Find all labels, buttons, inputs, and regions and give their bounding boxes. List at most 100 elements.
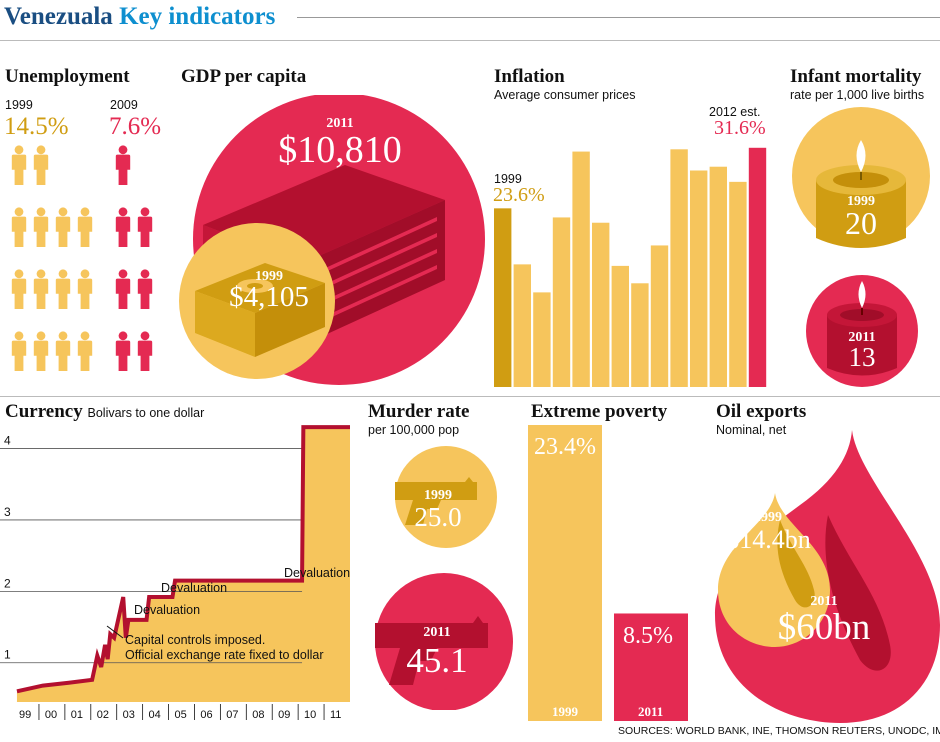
inflation-bar-2002 — [552, 217, 571, 387]
currency-xtick-00: 00 — [45, 709, 57, 721]
murder-heading: Murder rate — [368, 401, 470, 422]
currency-ytick-1: 1 — [4, 648, 11, 662]
inflation-bar-2008 — [670, 149, 688, 387]
currency-annotation-capital-controls: Capital controls imposed. — [125, 633, 266, 647]
unemployment-value-1999: 14.5% — [4, 113, 69, 140]
poverty-year-1999: 1999 — [552, 704, 578, 719]
inflation-chart — [494, 147, 767, 387]
currency-subheading: Bolivars to one dollar — [87, 406, 205, 420]
inflation-bar-2006 — [631, 283, 649, 387]
inflation-bar-2003 — [572, 151, 590, 387]
oil-year-1999: 1999 — [754, 510, 782, 525]
currency-ytick-3: 3 — [4, 505, 11, 519]
currency-xtick-11: 11 — [330, 709, 341, 721]
gdp-value-1999: $4,105 — [229, 281, 309, 313]
pistol-1999-icon — [395, 477, 477, 525]
inflation-bar-1999 — [494, 208, 512, 387]
currency-xtick-07: 07 — [226, 709, 238, 721]
poverty-value-1999: 23.4% — [534, 434, 596, 460]
oil-subheading: Nominal, net — [716, 423, 787, 437]
person-icon-gold-9 — [55, 269, 71, 309]
infant-value-1999: 20 — [845, 205, 877, 241]
currency-xtick-09: 09 — [278, 709, 290, 721]
candle-1999-icon — [816, 140, 906, 248]
unemployment-year-2009: 2009 — [110, 98, 138, 112]
inflation-subheading: Average consumer prices — [494, 88, 636, 102]
currency-xtick-02: 02 — [97, 709, 109, 721]
inflation-bar-2009 — [690, 170, 708, 387]
mid-rule — [0, 396, 940, 397]
person-icon-gold-10 — [77, 269, 93, 309]
inflation-bar-2000 — [513, 264, 531, 387]
unemployment-year-1999: 1999 — [5, 98, 33, 112]
oil-heading: Oil exports — [716, 401, 807, 422]
oil-drop-1999-shine-icon — [777, 520, 815, 608]
person-icon-gold-6 — [77, 207, 93, 247]
currency-ytick-2: 2 — [4, 576, 11, 590]
infant-heading: Infant mortality — [790, 66, 922, 87]
person-icon-red-6 — [115, 331, 131, 371]
poverty-heading: Extreme poverty — [531, 401, 668, 422]
infant-year-2011: 2011 — [848, 330, 876, 345]
oil-year-2011: 2011 — [810, 594, 838, 609]
infant-year-1999: 1999 — [847, 194, 875, 209]
unemployment-heading: Unemployment — [5, 66, 130, 87]
currency-xtick-06: 06 — [200, 709, 212, 721]
person-icon-red-4 — [115, 269, 131, 309]
inflation-bar-2005 — [611, 265, 629, 387]
murder-subheading: per 100,000 pop — [368, 423, 460, 437]
murder-year-1999: 1999 — [424, 488, 452, 503]
person-icon-gold-7 — [11, 269, 27, 309]
oil-drops — [715, 430, 940, 723]
candle-2011-icon — [827, 281, 897, 376]
inflation-label-2012-year: 2012 est. — [709, 105, 761, 119]
currency-annotation-devaluation-2004: Devaluation — [161, 581, 228, 595]
poverty-bar-1999 — [528, 425, 602, 721]
murder-value-1999: 25.0 — [414, 502, 462, 532]
person-icon-gold-13 — [55, 331, 71, 371]
inflation-bar-2007 — [650, 245, 669, 387]
currency-xtick-04: 04 — [149, 709, 161, 721]
person-icon-gold-4 — [33, 207, 49, 247]
unemployment-value-2009: 7.6% — [109, 113, 162, 140]
infant-circles — [792, 107, 930, 387]
person-icon-gold-2 — [55, 145, 63, 185]
page-title: Venezuala Key indicators — [4, 3, 275, 31]
gdp-circles — [179, 95, 485, 385]
currency-annotation-devaluation-2003: Devaluation — [134, 603, 201, 617]
sources-note: SOURCES: WORLD BANK, INE, THOMSON REUTER… — [618, 725, 940, 737]
inflation-label-1999-value: 23.6% — [493, 184, 545, 206]
poverty-bar-2011 — [614, 613, 688, 721]
currency-line — [16, 425, 350, 694]
pistol-2011-icon — [375, 616, 488, 685]
person-icon-gold-12 — [33, 331, 49, 371]
currency-chart: 1 2 3 4 99 00 01 02 03 04 05 06 07 08 09 10 11 — [0, 425, 350, 721]
poverty-value-2011: 8.5% — [623, 623, 673, 649]
oil-drop-1999 — [718, 493, 830, 647]
person-icon-gold-3 — [11, 207, 27, 247]
poverty-year-2011: 2011 — [638, 704, 664, 719]
currency-heading: Currency Bolivars to one dollar — [5, 401, 204, 423]
person-icon-gold-11 — [11, 331, 27, 371]
currency-ytick-4: 4 — [4, 434, 11, 448]
currency-xtick-01: 01 — [71, 709, 83, 721]
currency-xtick-08: 08 — [252, 709, 264, 721]
murder-year-2011: 2011 — [423, 625, 451, 640]
oil-value-2011: $60bn — [777, 607, 871, 648]
inflation-label-1999-year: 1999 — [494, 172, 522, 186]
currency-xtick-05: 05 — [174, 709, 186, 721]
currency-area — [16, 427, 350, 702]
person-icon-gold-14 — [77, 331, 93, 371]
top-rule — [0, 40, 940, 41]
infant-value-2011: 13 — [848, 342, 876, 372]
person-icon-gold-8 — [33, 269, 49, 309]
gdp-year-2011: 2011 — [326, 116, 354, 131]
inflation-bar-2011 — [729, 181, 747, 387]
inflation-heading: Inflation — [494, 66, 565, 87]
unemployment-pictograph — [11, 145, 153, 371]
currency-annotation-pointer — [106, 625, 124, 639]
murder-circles — [375, 446, 513, 710]
inflation-label-2012-value: 31.6% — [714, 117, 766, 139]
currency-xtick-99: 99 — [19, 709, 31, 721]
oil-drop-2011-shine-icon — [825, 515, 891, 671]
